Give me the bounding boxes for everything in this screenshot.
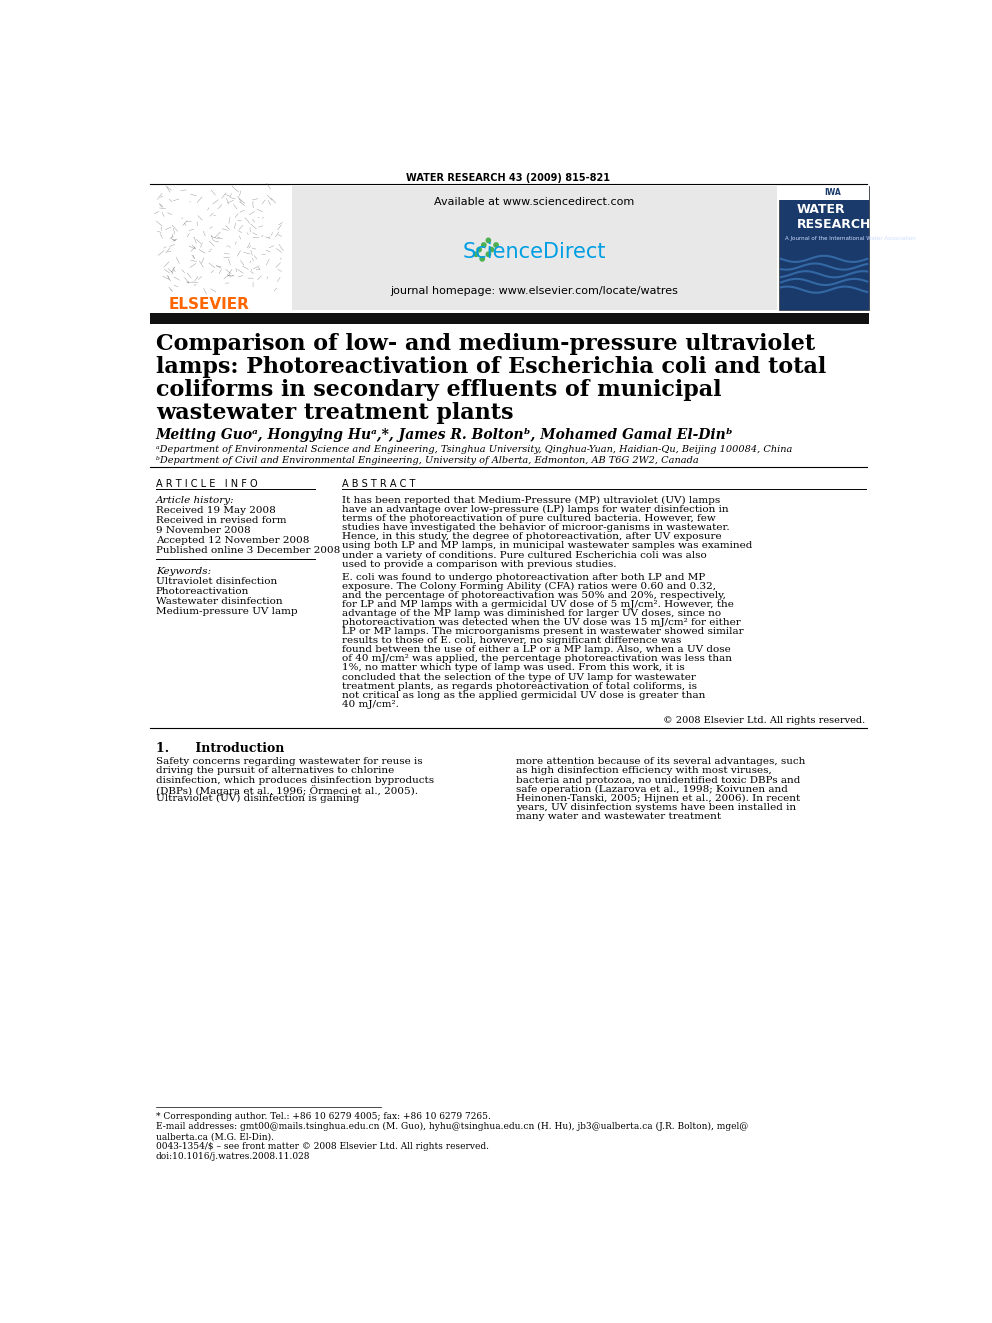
Text: have an advantage over low-pressure (LP) lamps for water disinfection in: have an advantage over low-pressure (LP)… bbox=[342, 505, 729, 515]
Text: safe operation (Lazarova et al., 1998; Koivunen and: safe operation (Lazarova et al., 1998; K… bbox=[516, 785, 788, 794]
Text: ELSEVIER: ELSEVIER bbox=[169, 298, 250, 312]
Text: © 2008 Elsevier Ltd. All rights reserved.: © 2008 Elsevier Ltd. All rights reserved… bbox=[664, 716, 866, 725]
Text: 1%, no matter which type of lamp was used. From this work, it is: 1%, no matter which type of lamp was use… bbox=[342, 663, 684, 672]
Text: driving the pursuit of alternatives to chlorine: driving the pursuit of alternatives to c… bbox=[156, 766, 394, 775]
Text: A Journal of the International Water Association: A Journal of the International Water Ass… bbox=[785, 235, 916, 241]
Text: journal homepage: www.elsevier.com/locate/watres: journal homepage: www.elsevier.com/locat… bbox=[391, 286, 679, 296]
Circle shape bbox=[481, 243, 486, 247]
Text: Photoreactivation: Photoreactivation bbox=[156, 587, 249, 595]
Text: It has been reported that Medium-Pressure (MP) ultraviolet (UV) lamps: It has been reported that Medium-Pressur… bbox=[342, 496, 720, 505]
Text: many water and wastewater treatment: many water and wastewater treatment bbox=[516, 812, 721, 820]
Text: found between the use of either a LP or a MP lamp. Also, when a UV dose: found between the use of either a LP or … bbox=[342, 646, 731, 655]
Text: IWA: IWA bbox=[824, 188, 841, 197]
FancyBboxPatch shape bbox=[780, 185, 869, 200]
Text: Keywords:: Keywords: bbox=[156, 566, 211, 576]
Text: LP or MP lamps. The microorganisms present in wastewater showed similar: LP or MP lamps. The microorganisms prese… bbox=[342, 627, 744, 636]
Text: Ultraviolet (UV) disinfection is gaining: Ultraviolet (UV) disinfection is gaining bbox=[156, 794, 359, 803]
Text: Medium-pressure UV lamp: Medium-pressure UV lamp bbox=[156, 607, 298, 617]
Text: 9 November 2008: 9 November 2008 bbox=[156, 527, 250, 534]
Text: wastewater treatment plants: wastewater treatment plants bbox=[156, 402, 513, 425]
Text: 0043-1354/$ – see front matter © 2008 Elsevier Ltd. All rights reserved.: 0043-1354/$ – see front matter © 2008 El… bbox=[156, 1142, 489, 1151]
Circle shape bbox=[494, 243, 498, 247]
Text: photoreactivation was detected when the UV dose was 15 mJ/cm² for either: photoreactivation was detected when the … bbox=[342, 618, 741, 627]
Text: E. coli was found to undergo photoreactivation after both LP and MP: E. coli was found to undergo photoreacti… bbox=[342, 573, 705, 582]
Text: terms of the photoreactivation of pure cultured bacteria. However, few: terms of the photoreactivation of pure c… bbox=[342, 515, 716, 523]
Text: studies have investigated the behavior of microor-ganisms in wastewater.: studies have investigated the behavior o… bbox=[342, 524, 730, 532]
Text: * Corresponding author. Tel.: +86 10 6279 4005; fax: +86 10 6279 7265.: * Corresponding author. Tel.: +86 10 627… bbox=[156, 1113, 491, 1121]
Text: using both LP and MP lamps, in municipal wastewater samples was examined: using both LP and MP lamps, in municipal… bbox=[342, 541, 753, 550]
Text: Comparison of low- and medium-pressure ultraviolet: Comparison of low- and medium-pressure u… bbox=[156, 333, 814, 355]
Text: 1.      Introduction: 1. Introduction bbox=[156, 742, 284, 755]
FancyBboxPatch shape bbox=[150, 312, 869, 324]
Text: ScienceDirect: ScienceDirect bbox=[463, 242, 606, 262]
Text: Wastewater disinfection: Wastewater disinfection bbox=[156, 597, 283, 606]
Text: E-mail addresses: gmt00@mails.tsinghua.edu.cn (M. Guo), hyhu@tsinghua.edu.cn (H.: E-mail addresses: gmt00@mails.tsinghua.e… bbox=[156, 1122, 748, 1131]
Text: Heinonen-Tanski, 2005; Hijnen et al., 2006). In recent: Heinonen-Tanski, 2005; Hijnen et al., 20… bbox=[516, 794, 801, 803]
Text: Article history:: Article history: bbox=[156, 496, 234, 505]
Text: Available at www.sciencedirect.com: Available at www.sciencedirect.com bbox=[434, 197, 635, 208]
Text: bacteria and protozoa, no unidentified toxic DBPs and: bacteria and protozoa, no unidentified t… bbox=[516, 775, 801, 785]
Text: lamps: Photoreactivation of Escherichia coli and total: lamps: Photoreactivation of Escherichia … bbox=[156, 356, 826, 378]
Text: doi:10.1016/j.watres.2008.11.028: doi:10.1016/j.watres.2008.11.028 bbox=[156, 1152, 310, 1162]
Circle shape bbox=[486, 253, 490, 257]
Text: 40 mJ/cm².: 40 mJ/cm². bbox=[342, 700, 399, 709]
Text: ᵇDepartment of Civil and Environmental Engineering, University of Alberta, Edmon: ᵇDepartment of Civil and Environmental E… bbox=[156, 456, 698, 464]
FancyBboxPatch shape bbox=[150, 185, 292, 311]
Text: Safety concerns regarding wastewater for reuse is: Safety concerns regarding wastewater for… bbox=[156, 757, 423, 766]
Text: WATER
RESEARCH: WATER RESEARCH bbox=[797, 204, 871, 232]
Text: of 40 mJ/cm² was applied, the percentage photoreactivation was less than: of 40 mJ/cm² was applied, the percentage… bbox=[342, 655, 732, 663]
Circle shape bbox=[477, 247, 481, 251]
Text: advantage of the MP lamp was diminished for larger UV doses, since no: advantage of the MP lamp was diminished … bbox=[342, 609, 721, 618]
Text: disinfection, which produces disinfection byproducts: disinfection, which produces disinfectio… bbox=[156, 775, 434, 785]
Text: exposure. The Colony Forming Ability (CFA) ratios were 0.60 and 0.32,: exposure. The Colony Forming Ability (CF… bbox=[342, 582, 716, 591]
Text: treatment plants, as regards photoreactivation of total coliforms, is: treatment plants, as regards photoreacti… bbox=[342, 681, 697, 691]
Text: (DBPs) (Magara et al., 1996; Örmeci et al., 2005).: (DBPs) (Magara et al., 1996; Örmeci et a… bbox=[156, 785, 418, 795]
Text: A B S T R A C T: A B S T R A C T bbox=[342, 479, 416, 490]
Text: Received in revised form: Received in revised form bbox=[156, 516, 287, 525]
Text: for LP and MP lamps with a germicidal UV dose of 5 mJ/cm². However, the: for LP and MP lamps with a germicidal UV… bbox=[342, 599, 734, 609]
FancyBboxPatch shape bbox=[292, 185, 777, 311]
Text: coliforms in secondary effluents of municipal: coliforms in secondary effluents of muni… bbox=[156, 378, 721, 401]
Text: Ultraviolet disinfection: Ultraviolet disinfection bbox=[156, 577, 277, 586]
Text: Hence, in this study, the degree of photoreactivation, after UV exposure: Hence, in this study, the degree of phot… bbox=[342, 532, 722, 541]
Circle shape bbox=[486, 238, 490, 242]
Text: ualberta.ca (M.G. El-Din).: ualberta.ca (M.G. El-Din). bbox=[156, 1132, 274, 1140]
Text: years, UV disinfection systems have been installed in: years, UV disinfection systems have been… bbox=[516, 803, 797, 812]
Text: as high disinfection efficiency with most viruses,: as high disinfection efficiency with mos… bbox=[516, 766, 772, 775]
Text: concluded that the selection of the type of UV lamp for wastewater: concluded that the selection of the type… bbox=[342, 672, 696, 681]
Text: ᵃDepartment of Environmental Science and Engineering, Tsinghua University, Qingh: ᵃDepartment of Environmental Science and… bbox=[156, 446, 793, 454]
Text: Meiting Guoᵃ, Hongying Huᵃ,*, James R. Boltonᵇ, Mohamed Gamal El-Dinᵇ: Meiting Guoᵃ, Hongying Huᵃ,*, James R. B… bbox=[156, 429, 733, 442]
Circle shape bbox=[480, 257, 484, 261]
Text: Published online 3 December 2008: Published online 3 December 2008 bbox=[156, 546, 340, 556]
Text: results to those of E. coli, however, no significant difference was: results to those of E. coli, however, no… bbox=[342, 636, 682, 646]
Circle shape bbox=[489, 247, 494, 251]
Text: more attention because of its several advantages, such: more attention because of its several ad… bbox=[516, 757, 806, 766]
Text: and the percentage of photoreactivation was 50% and 20%, respectively,: and the percentage of photoreactivation … bbox=[342, 591, 726, 599]
Text: under a variety of conditions. Pure cultured Escherichia coli was also: under a variety of conditions. Pure cult… bbox=[342, 550, 707, 560]
Text: not critical as long as the applied germicidal UV dose is greater than: not critical as long as the applied germ… bbox=[342, 691, 705, 700]
Text: WATER RESEARCH 43 (2009) 815-821: WATER RESEARCH 43 (2009) 815-821 bbox=[407, 172, 610, 183]
FancyBboxPatch shape bbox=[780, 185, 869, 311]
Text: Accepted 12 November 2008: Accepted 12 November 2008 bbox=[156, 536, 310, 545]
Text: A R T I C L E   I N F O: A R T I C L E I N F O bbox=[156, 479, 257, 490]
Circle shape bbox=[474, 253, 478, 257]
Text: Received 19 May 2008: Received 19 May 2008 bbox=[156, 505, 276, 515]
Text: used to provide a comparison with previous studies.: used to provide a comparison with previo… bbox=[342, 560, 617, 569]
